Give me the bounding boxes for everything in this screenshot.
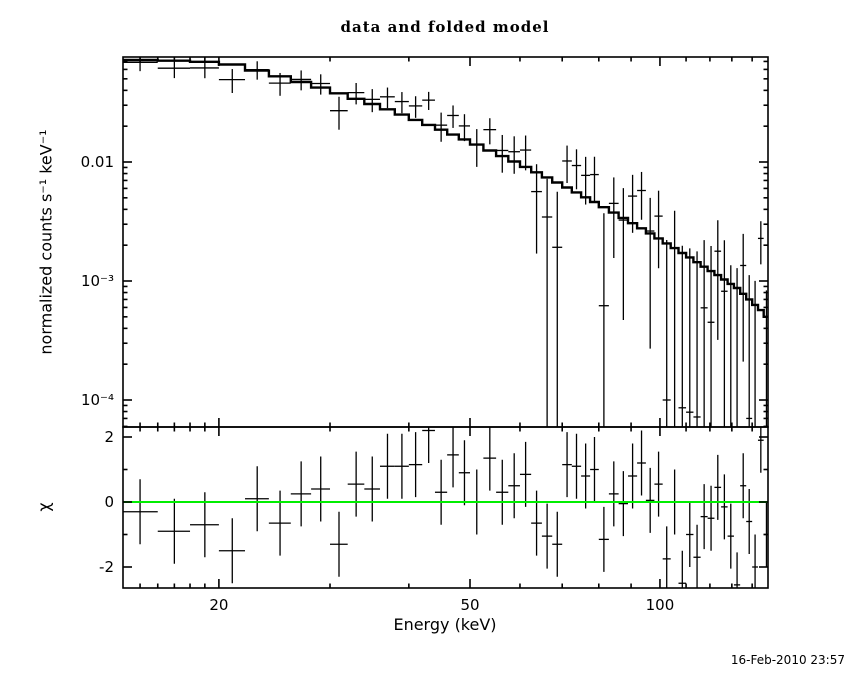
chi-tick-label: 2: [104, 428, 114, 446]
residual-panel-frame: [122, 426, 769, 589]
chi-tick-label: 0: [104, 493, 114, 511]
main-panel-frame: [122, 56, 769, 428]
y-tick-label: 10⁻⁴: [81, 391, 114, 409]
model-step-line: [123, 58, 768, 318]
spectrum-panel: [123, 57, 768, 427]
x-axis-label: Energy (keV): [393, 615, 497, 634]
residual-panel: [123, 427, 768, 588]
x-tick-label: 50: [460, 596, 479, 614]
chi-tick-label: -2: [99, 558, 114, 576]
x-tick-label: 20: [209, 596, 228, 614]
axis-ticks: [123, 57, 768, 588]
residual-points: [123, 427, 768, 588]
y-tick-label: 0.01: [81, 153, 114, 171]
x-tick-label: 100: [646, 596, 675, 614]
y-tick-label: 10⁻³: [81, 272, 114, 290]
timestamp: 16-Feb-2010 23:57: [730, 653, 845, 667]
spectrum-data-points: [123, 57, 768, 427]
panel-frames: [122, 56, 769, 589]
plot-title: data and folded model: [340, 18, 550, 36]
